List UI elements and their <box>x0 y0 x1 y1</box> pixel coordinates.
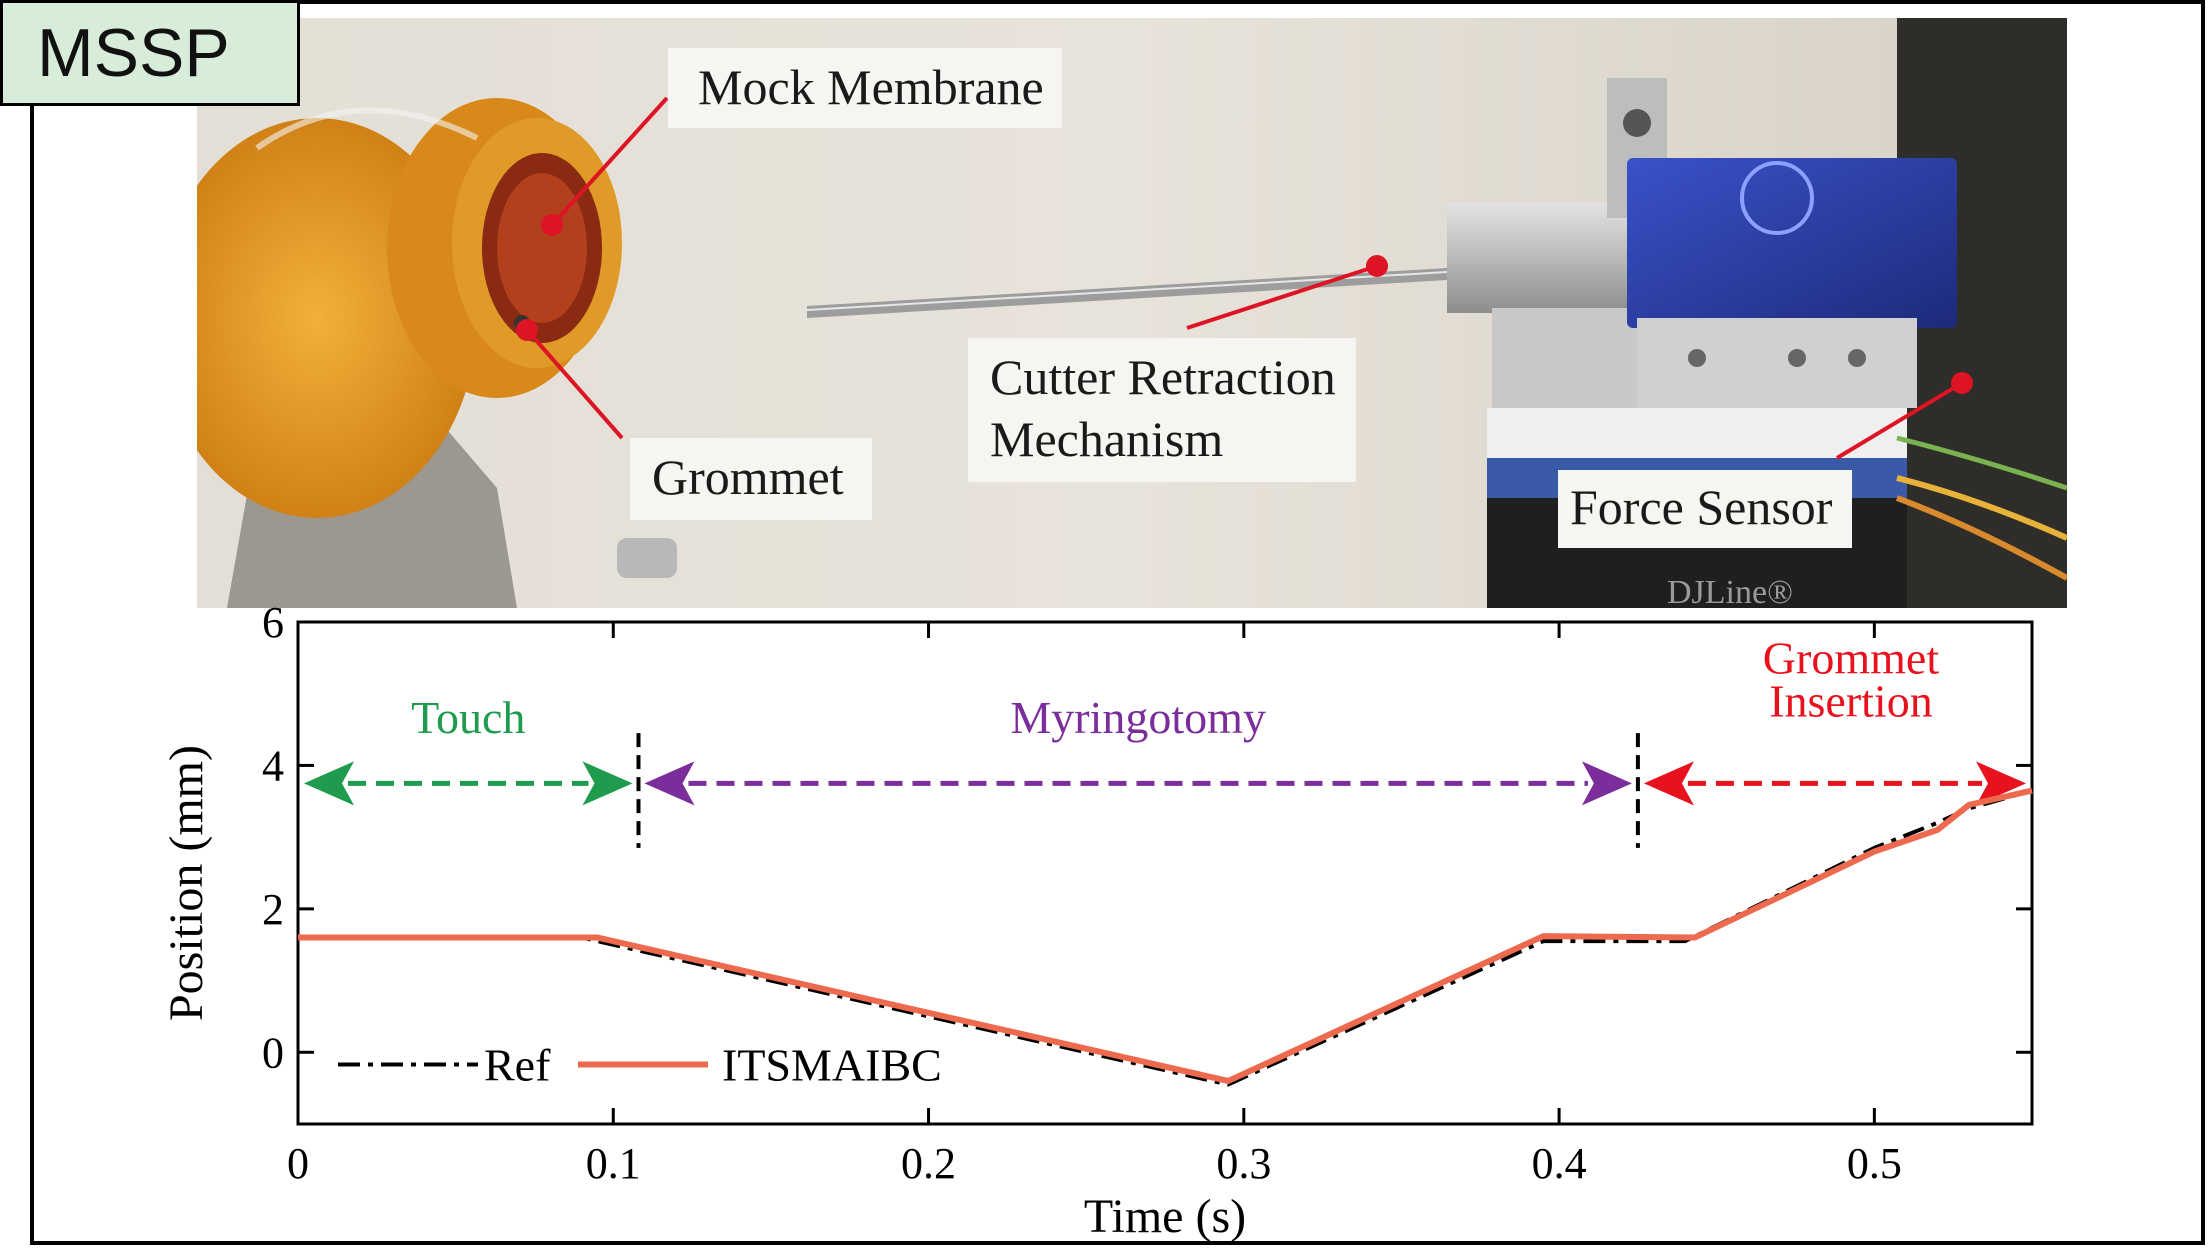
label-force-sensor: Force Sensor <box>1558 470 1853 548</box>
y-tick-label: 2 <box>262 885 284 934</box>
sensor-brand: DJLine® <box>1667 574 1793 608</box>
label-mock-membrane-text: Mock Membrane <box>698 59 1044 115</box>
y-tick-label: 6 <box>262 598 284 647</box>
label-grommet-text: Grommet <box>652 449 844 505</box>
y-axis-label: Position (mm) <box>160 745 213 1021</box>
plot-area <box>296 620 2034 1126</box>
phase-label: Grommet <box>1763 633 1940 684</box>
retraction-mechanism: DJLine® <box>1447 78 1957 608</box>
label-cutter-line1: Cutter Retraction <box>990 349 1336 405</box>
x-tick-label: 0.1 <box>586 1139 641 1188</box>
sensor-marker <box>1951 372 1973 394</box>
phase-arrowhead-right <box>1976 761 2026 806</box>
x-tick-label: 0.5 <box>1847 1139 1902 1188</box>
phase-arrowhead-right <box>582 761 633 806</box>
cutter-marker <box>1366 255 1388 277</box>
phase-arrowhead-left <box>304 761 354 806</box>
x-tick-label: 0.4 <box>1532 1139 1587 1188</box>
x-tick-label: 0 <box>287 1139 309 1188</box>
legend-itsmaibc-label: ITSMAIBC <box>722 1039 942 1090</box>
legend-ref-label: Ref <box>484 1039 551 1090</box>
label-cutter-retraction: Cutter Retraction Mechanism <box>968 338 1356 482</box>
journal-badge-label: MSSP <box>37 15 230 91</box>
label-grommet: Grommet <box>630 438 872 520</box>
x-axis-label: Time (s) <box>1084 1190 1246 1243</box>
phase-label: Touch <box>411 692 525 743</box>
membrane-marker <box>541 214 563 236</box>
figure-frame <box>30 0 2205 1245</box>
phase-label-line2: Insertion <box>1769 676 1933 727</box>
phase-arrowhead-right <box>1581 761 1632 806</box>
callout-leaders <box>525 96 1964 460</box>
label-force-sensor-text: Force Sensor <box>1570 479 1833 535</box>
label-cutter-line2: Mechanism <box>990 411 1224 467</box>
phase-label: Myringotomy <box>1010 692 1266 743</box>
phase-arrowhead-left <box>1643 761 1694 806</box>
y-tick-label: 4 <box>262 741 284 790</box>
y-tick-label: 0 <box>262 1028 284 1077</box>
phase-arrowhead-left <box>644 761 695 806</box>
series-itsmaibc-line <box>298 787 2033 1084</box>
x-tick-label: 0.3 <box>1216 1139 1271 1188</box>
label-mock-membrane: Mock Membrane <box>668 48 1062 128</box>
journal-badge: MSSP <box>0 0 300 106</box>
callout-markers <box>516 214 1973 394</box>
grommet-marker <box>516 319 538 341</box>
x-tick-label: 0.2 <box>901 1139 956 1188</box>
